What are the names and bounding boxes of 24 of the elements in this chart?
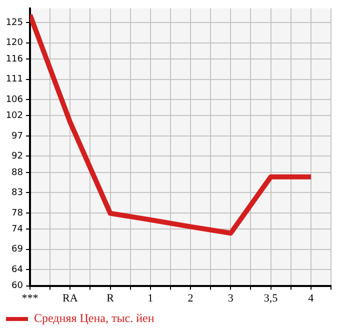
x-tick-label: *** (22, 292, 38, 304)
y-tick-label: 120 (6, 38, 24, 48)
y-tick-label: 125 (6, 18, 23, 28)
y-tick-label: 88 (12, 168, 24, 178)
y-tick-label: 116 (6, 54, 24, 64)
x-tick-label: 1 (148, 292, 154, 304)
y-tick-label: 83 (12, 188, 23, 198)
y-tick-label: 64 (12, 264, 24, 275)
y-tick-label: 111 (6, 74, 23, 85)
x-tick-label: 3 (228, 292, 234, 304)
x-tick-label: 3,5 (264, 292, 278, 304)
y-tick-label: 97 (12, 131, 23, 142)
x-tick-label: 4 (308, 292, 314, 304)
y-tick-label: 74 (12, 224, 24, 234)
y-tick-label: 102 (6, 111, 23, 122)
y-tick-label: 60 (12, 281, 24, 292)
x-tick-label: 2 (188, 292, 194, 304)
x-tick-label: RA (62, 292, 78, 304)
y-tick-label: 78 (12, 208, 24, 218)
y-tick-label: 92 (12, 152, 23, 162)
y-tick-label: 69 (12, 244, 24, 255)
x-tick-label: R (106, 292, 115, 304)
legend-label: Средняя Цена, тыс. йен (34, 311, 155, 326)
y-tick-label: 106 (6, 94, 24, 105)
